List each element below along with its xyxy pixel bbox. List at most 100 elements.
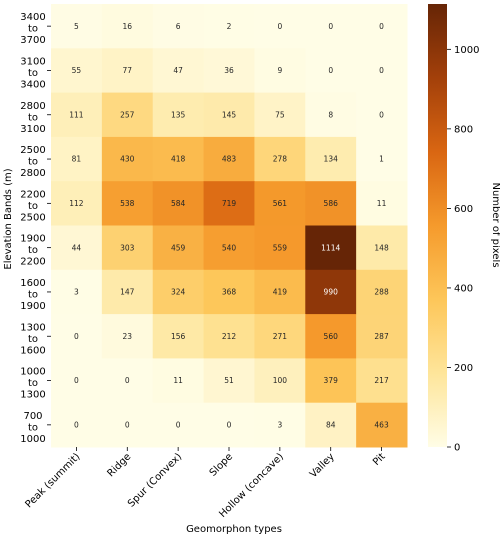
colorbar-ticks: 0 200 400 600 800 1000 xyxy=(447,45,479,454)
heatmap-cell xyxy=(356,225,408,271)
heatmap-cell xyxy=(305,48,357,94)
cell-value-label: 483 xyxy=(222,155,237,164)
heatmap-cell xyxy=(51,314,103,359)
cell-value-label: 148 xyxy=(374,243,389,252)
y-tick-label: 1900 to 2200 xyxy=(20,234,45,268)
heatmap-cell xyxy=(356,358,408,404)
y-tick-label: 3400 to 3700 xyxy=(20,12,45,46)
colorbar xyxy=(428,4,447,447)
cell-value-label: 1114 xyxy=(321,243,340,252)
cell-value-label: 23 xyxy=(123,332,133,341)
cell-value-label: 11 xyxy=(377,199,387,208)
cell-value-label: 719 xyxy=(222,199,237,208)
cell-value-label: 459 xyxy=(171,243,186,252)
cell-value-label: 44 xyxy=(72,243,82,252)
cell-value-label: 0 xyxy=(125,420,130,429)
heatmap-cell xyxy=(356,314,408,359)
heatmap-cell xyxy=(101,402,154,448)
heatmap-cell xyxy=(203,181,255,226)
heatmap-cell xyxy=(203,314,255,359)
heatmap-cell xyxy=(152,136,205,182)
cell-value-label: 8 xyxy=(328,110,333,119)
heatmap-cell xyxy=(101,136,154,182)
cell-value-label: 324 xyxy=(171,288,186,297)
cell-value-label: 3 xyxy=(74,288,79,297)
cell-value-label: 134 xyxy=(324,155,339,164)
heatmap-cell xyxy=(51,92,103,138)
colorbar-tick-label: 400 xyxy=(454,283,473,294)
heatmap-cell xyxy=(101,358,154,404)
y-tick-label: 2500 to 2800 xyxy=(20,145,45,179)
cell-value-label: 538 xyxy=(120,199,135,208)
cell-value-label: 990 xyxy=(324,288,339,297)
cell-value-label: 419 xyxy=(273,288,288,297)
cell-value-label: 560 xyxy=(324,332,339,341)
cell-value-label: 0 xyxy=(74,332,79,341)
heatmap-cell xyxy=(356,4,408,49)
heatmap-cell xyxy=(152,314,205,359)
cell-value-label: 430 xyxy=(120,155,135,164)
heatmap-cell xyxy=(51,358,103,404)
heatmap-cell xyxy=(305,358,357,404)
heatmap-cell xyxy=(51,225,103,271)
cell-value-label: 303 xyxy=(120,243,135,252)
cell-value-label: 0 xyxy=(74,420,79,429)
heatmap-cell xyxy=(51,402,103,448)
cell-value-label: 156 xyxy=(171,332,186,341)
cell-value-label: 36 xyxy=(224,66,234,75)
x-tick-label: Spur (Convex) xyxy=(126,451,184,509)
cell-value-label: 0 xyxy=(125,376,130,385)
y-tick-label: 1300 to 1600 xyxy=(20,322,45,356)
heatmap-cell xyxy=(152,269,205,315)
x-tick-label: Slope xyxy=(208,451,235,478)
heatmap-cell xyxy=(305,4,357,49)
heatmap-cell xyxy=(254,402,306,448)
heatmap-cell xyxy=(101,314,154,359)
heatmap-cell xyxy=(101,181,154,226)
cell-value-label: 540 xyxy=(222,243,237,252)
heatmap-cell xyxy=(254,136,306,182)
heatmap-cell xyxy=(152,48,205,94)
heatmap-cell xyxy=(254,4,306,49)
y-tick-labels: 3400 to 3700 3100 to 3400 2800 to 3100 2500 to 2800… xyxy=(20,12,51,445)
x-tick-label: Pit xyxy=(371,451,388,468)
cell-value-label: 463 xyxy=(374,420,389,429)
y-tick-label: 3100 to 3400 xyxy=(20,56,45,90)
cell-value-label: 0 xyxy=(328,66,333,75)
heatmap-cell xyxy=(51,48,103,94)
cell-value-label: 77 xyxy=(123,66,133,75)
heatmap-cell xyxy=(254,92,306,138)
heatmap-cell xyxy=(305,314,357,359)
cell-value-label: 75 xyxy=(275,110,285,119)
heatmap-cell xyxy=(203,269,255,315)
heatmap-cell xyxy=(152,4,205,49)
heatmap-cell xyxy=(254,358,306,404)
heatmap-cell xyxy=(254,314,306,359)
cell-value-label: 47 xyxy=(173,66,183,75)
heatmap-cell xyxy=(203,92,255,138)
x-tick-label: Valley xyxy=(308,451,337,480)
cell-value-label: 217 xyxy=(374,376,389,385)
heatmap-cell xyxy=(101,48,154,94)
heatmap-cell xyxy=(356,92,408,138)
heatmap-cell xyxy=(305,402,357,448)
heatmap-cell xyxy=(152,181,205,226)
cell-value-label: 3 xyxy=(277,420,282,429)
heatmap-cell xyxy=(203,48,255,94)
heatmap-cell xyxy=(305,92,357,138)
cell-value-label: 111 xyxy=(69,110,84,119)
heatmap-cell xyxy=(203,4,255,49)
cell-value-label: 55 xyxy=(72,66,82,75)
cell-value-label: 9 xyxy=(277,66,282,75)
cell-value-label: 368 xyxy=(222,288,237,297)
heatmap-cell xyxy=(254,181,306,226)
cell-value-label: 212 xyxy=(222,332,237,341)
heatmap-cell xyxy=(51,181,103,226)
cell-value-label: 586 xyxy=(324,199,339,208)
cell-value-label: 278 xyxy=(273,155,288,164)
heatmap-cell xyxy=(305,181,357,226)
heatmap-cell xyxy=(51,136,103,182)
y-axis-title: Elevation Bands (m) xyxy=(3,168,14,269)
heatmap-cell xyxy=(254,269,306,315)
heatmap-cell xyxy=(101,225,154,271)
